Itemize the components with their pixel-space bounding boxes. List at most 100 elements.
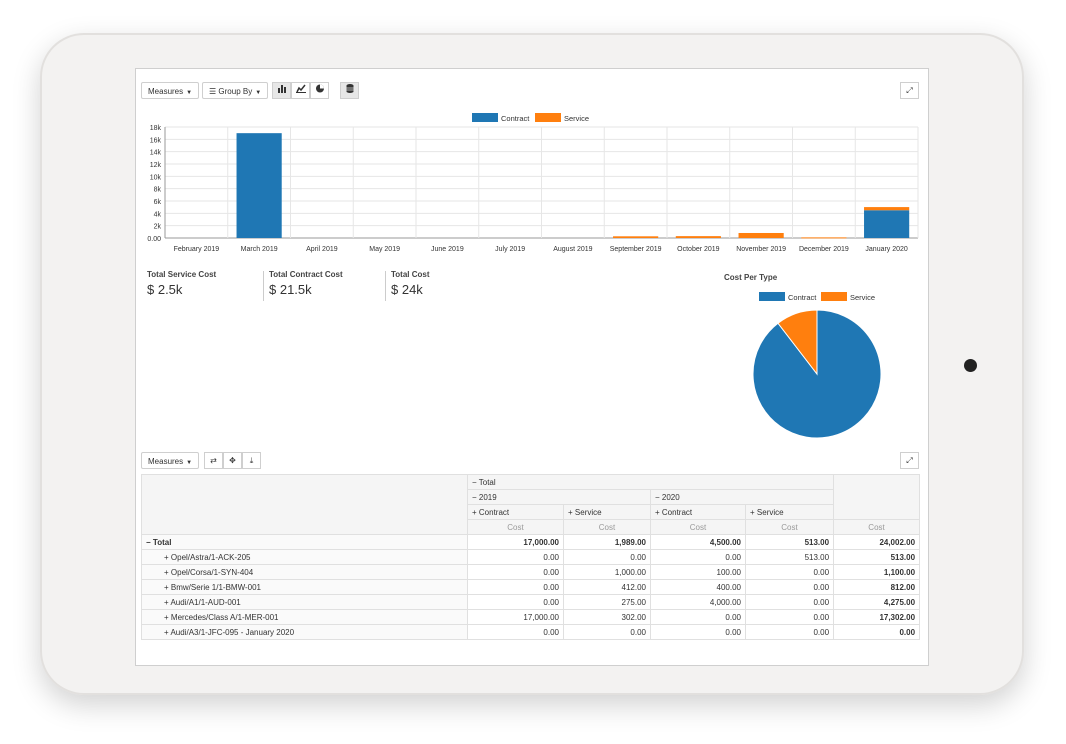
header-label: Total [478, 477, 496, 487]
x-tick-label: December 2019 [799, 246, 849, 253]
cell-value: 0.00 [467, 624, 564, 640]
measure-header[interactable]: Cost [563, 519, 651, 535]
pie-chart-button[interactable] [310, 82, 329, 99]
cell-value: 1,100.00 [833, 564, 921, 580]
measure-header[interactable]: Cost [744, 519, 835, 535]
bar-service [864, 207, 910, 211]
legend-label-service: Service [564, 114, 589, 123]
bar-chart-button[interactable] [272, 82, 291, 99]
row-label: Opel/Astra/1-ACK-205 [170, 552, 251, 562]
bar-service [801, 237, 847, 239]
col-header-type[interactable]: + Contract [467, 504, 564, 520]
header-label: 2019 [478, 492, 497, 502]
cell-value: 4,000.00 [650, 594, 746, 610]
expand-icon: ⤢ [906, 456, 913, 465]
cell-value: 0.00 [563, 624, 651, 640]
cell-value: 17,000.00 [467, 534, 564, 550]
cell-value: 0.00 [650, 609, 746, 625]
bar-contract [236, 133, 282, 238]
row-header[interactable]: + Opel/Astra/1-ACK-205 [141, 549, 468, 565]
kpi-total-contract-cost: Total Contract Cost $ 21.5k [269, 270, 343, 297]
total-column-header [833, 474, 921, 520]
group-by-dropdown[interactable]: ☰ Group By ▼ [202, 82, 269, 99]
row-header[interactable]: + Opel/Corsa/1-SYN-404 [141, 564, 468, 580]
cell-value: 0.00 [744, 609, 835, 625]
app-screen: Measures ▼ ☰ Group By ▼ ⤢ Contract Service… [135, 68, 929, 666]
y-tick-label: 6k [154, 199, 162, 206]
pivot-corner [141, 474, 468, 535]
cell-value: 0.00 [744, 624, 835, 640]
cell-value: 0.00 [744, 594, 835, 610]
group-by-label: Group By [218, 87, 253, 96]
cell-value: 513.00 [744, 549, 835, 565]
col-header-type[interactable]: + Contract [650, 504, 746, 520]
expand-all-button[interactable]: ✥ [223, 452, 242, 469]
caret-down-icon: ▼ [186, 460, 193, 466]
measure-header[interactable]: Cost [650, 519, 746, 535]
flip-axis-button[interactable]: ⇄ [204, 452, 223, 469]
pivot-fullscreen-button[interactable]: ⤢ [900, 452, 919, 469]
line-chart-button[interactable] [291, 82, 310, 99]
col-header-type[interactable]: + Service [744, 504, 835, 520]
row-header[interactable]: + Audi/A3/1-JFC-095 - January 2020 [141, 624, 468, 640]
bar-chart: Contract Service 0.00 2k 4k 6k 8k 10k 12k 14k 16… [147, 113, 919, 253]
y-tick-label: 10k [150, 174, 162, 181]
download-button[interactable]: ⤓ [242, 452, 261, 469]
y-tick-label: 12k [150, 162, 162, 169]
col-header-total[interactable]: − Total [466, 474, 835, 490]
bar-service [738, 232, 784, 238]
kpi-value: $ 21.5k [269, 282, 312, 297]
measures-label: Measures [148, 87, 184, 96]
table-row: + Mercedes/Class A/1-MER-001 17,000.00 3… [141, 609, 921, 625]
expand-icon: ⤢ [906, 86, 913, 95]
kpi-divider [263, 271, 264, 301]
row-header[interactable]: + Bmw/Serie 1/1-BMW-001 [141, 579, 468, 595]
cell-value: 4,275.00 [833, 594, 921, 610]
pie-legend-label-service: Service [850, 293, 875, 302]
fullscreen-button[interactable]: ⤢ [900, 82, 919, 99]
row-header[interactable]: + Mercedes/Class A/1-MER-001 [141, 609, 468, 625]
y-tick-label: 4k [154, 211, 162, 218]
pie-chart-icon [315, 84, 324, 93]
col-header-year[interactable]: − 2019 [467, 489, 651, 505]
header-label: Service [574, 507, 602, 517]
pivot-table: − Total − 2019 − 2020 + Contract + Servi… [141, 474, 921, 640]
legend-swatch-service [535, 113, 561, 122]
cell-value: 0.00 [650, 624, 746, 640]
stacked-button[interactable] [340, 82, 359, 99]
cell-value: 412.00 [563, 579, 651, 595]
kpi-label: Total Cost [391, 270, 430, 279]
x-tick-label: August 2019 [553, 246, 592, 253]
caret-down-icon: ▼ [186, 90, 193, 96]
bar-contract [864, 210, 910, 238]
tablet-camera [964, 359, 977, 372]
cell-value: 513.00 [744, 534, 835, 550]
bar-chart-icon [277, 85, 286, 93]
cell-value: 0.00 [744, 564, 835, 580]
bar-chart-grid [164, 126, 919, 239]
cell-value: 0.00 [833, 624, 921, 640]
pivot-measures-dropdown[interactable]: Measures ▼ [141, 452, 200, 469]
cell-value: 0.00 [467, 549, 564, 565]
measures-label: Measures [148, 457, 184, 466]
measures-dropdown[interactable]: Measures ▼ [141, 82, 200, 99]
row-header[interactable]: + Audi/A1/1-AUD-001 [141, 594, 468, 610]
col-header-type[interactable]: + Service [563, 504, 651, 520]
kpi-label: Total Contract Cost [269, 270, 343, 279]
kpi-total-cost: Total Cost $ 24k [391, 270, 430, 297]
measure-header[interactable]: Cost [467, 519, 564, 535]
row-header-total[interactable]: − Total [141, 534, 468, 550]
x-tick-label: March 2019 [241, 246, 278, 253]
y-tick-label: 14k [150, 150, 162, 157]
header-label: 2020 [661, 492, 680, 502]
table-row: + Audi/A1/1-AUD-001 0.00 275.00 4,000.00… [141, 594, 921, 610]
col-header-year[interactable]: − 2020 [649, 489, 835, 505]
pie-legend-swatch-service [821, 292, 847, 301]
kpi-value: $ 2.5k [147, 282, 183, 297]
bar-chart-legend: Contract Service [472, 113, 589, 123]
measure-header[interactable]: Cost [833, 519, 921, 535]
x-tick-label: May 2019 [369, 246, 400, 253]
download-icon: ⤓ [249, 456, 254, 465]
y-tick-label: 8k [154, 187, 162, 194]
cell-value: 0.00 [467, 579, 564, 595]
